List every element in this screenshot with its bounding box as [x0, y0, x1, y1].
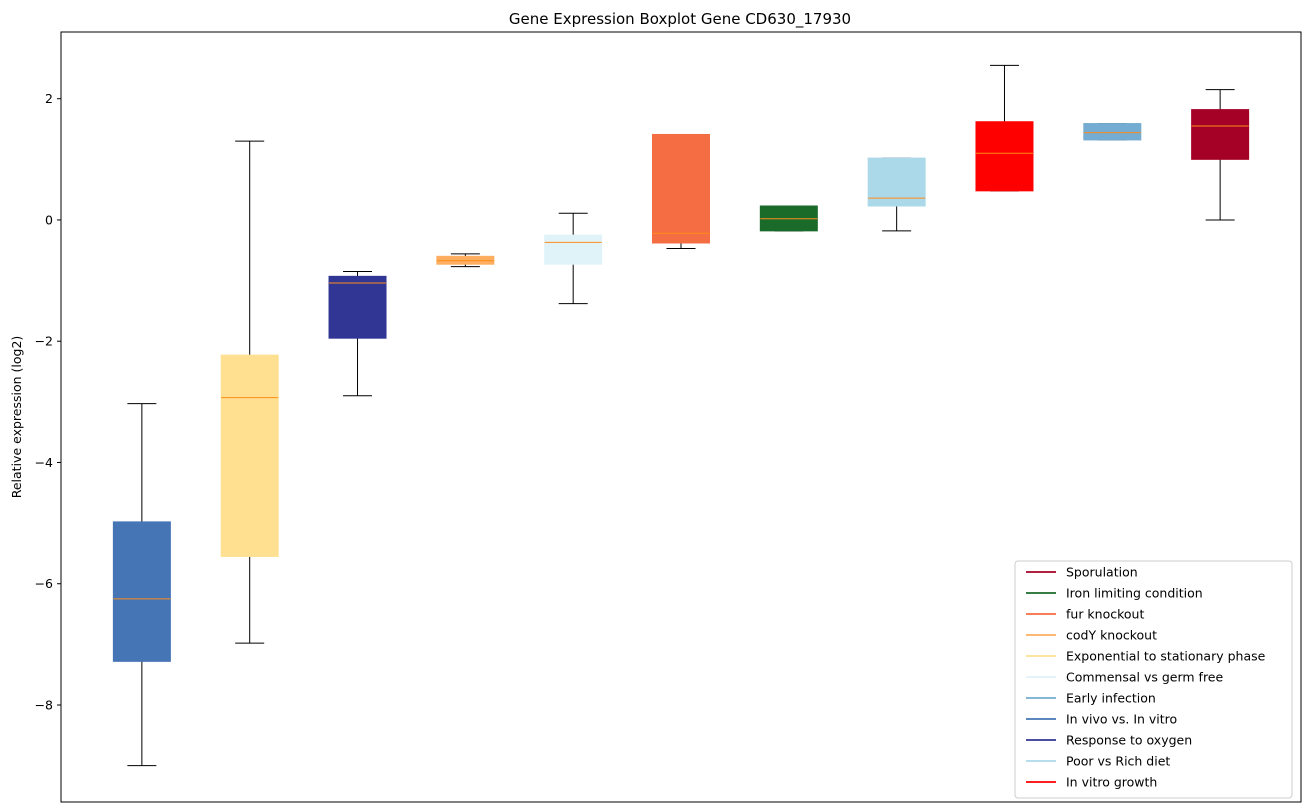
box-group	[1191, 89, 1250, 221]
box-group	[112, 403, 171, 767]
legend-item: Poor vs Rich diet	[1026, 754, 1170, 769]
legend-label: In vitro growth	[1066, 775, 1157, 790]
box	[1191, 109, 1250, 160]
box-group	[436, 253, 495, 268]
y-tick-label: −6	[35, 576, 53, 591]
box	[652, 133, 710, 244]
legend-label: fur knockout	[1066, 607, 1144, 622]
legend-label: Exponential to stationary phase	[1066, 649, 1266, 664]
box	[975, 121, 1034, 192]
legend-item: Early infection	[1026, 691, 1156, 706]
y-tick-label: −8	[35, 697, 53, 712]
chart-title: Gene Expression Boxplot Gene CD630_17930	[509, 10, 851, 29]
box-group	[1083, 123, 1142, 141]
legend: Sporulation Iron limiting condition fur kn…	[1014, 560, 1293, 799]
legend-item: Exponential to stationary phase	[1026, 649, 1266, 664]
legend-item: Commensal vs germ free	[1026, 670, 1223, 685]
legend-label: Poor vs Rich diet	[1066, 754, 1170, 769]
box-group	[544, 212, 603, 305]
legend-label: codY knockout	[1066, 628, 1157, 643]
y-axis-ticks: 2 0 −2 −4 −6 −8	[35, 91, 61, 712]
y-axis-label: Relative expression (log2)	[9, 336, 24, 499]
plot-area	[112, 64, 1250, 767]
legend-item: In vitro growth	[1026, 775, 1157, 790]
legend-item: codY knockout	[1026, 628, 1157, 643]
legend-label: Commensal vs germ free	[1066, 670, 1223, 685]
legend-label: In vivo vs. In vitro	[1066, 712, 1177, 727]
axes-frame	[60, 31, 1302, 803]
legend-label: Early infection	[1066, 691, 1156, 706]
y-tick-label: 2	[45, 91, 53, 106]
box-group	[328, 270, 387, 397]
box	[867, 157, 926, 207]
legend-item: Iron limiting condition	[1026, 586, 1203, 601]
y-tick-label: 0	[45, 212, 53, 227]
legend-box	[1014, 560, 1293, 799]
box	[328, 275, 387, 339]
y-tick-label: −4	[35, 455, 53, 470]
legend-item: In vivo vs. In vitro	[1026, 712, 1177, 727]
box	[220, 354, 279, 557]
box	[112, 521, 171, 662]
box-group	[867, 157, 926, 232]
legend-label: Response to oxygen	[1066, 733, 1192, 748]
legend-label: Iron limiting condition	[1066, 586, 1203, 601]
box-group	[759, 205, 818, 232]
y-tick-label: −2	[35, 334, 53, 349]
box	[544, 234, 603, 265]
box-group	[652, 133, 710, 249]
box-group	[220, 140, 279, 644]
legend-item: Response to oxygen	[1026, 733, 1192, 748]
legend-item: Sporulation	[1026, 565, 1138, 580]
legend-item: fur knockout	[1026, 607, 1144, 622]
legend-label: Sporulation	[1066, 565, 1138, 580]
box	[1083, 123, 1142, 141]
box-group	[975, 64, 1034, 192]
